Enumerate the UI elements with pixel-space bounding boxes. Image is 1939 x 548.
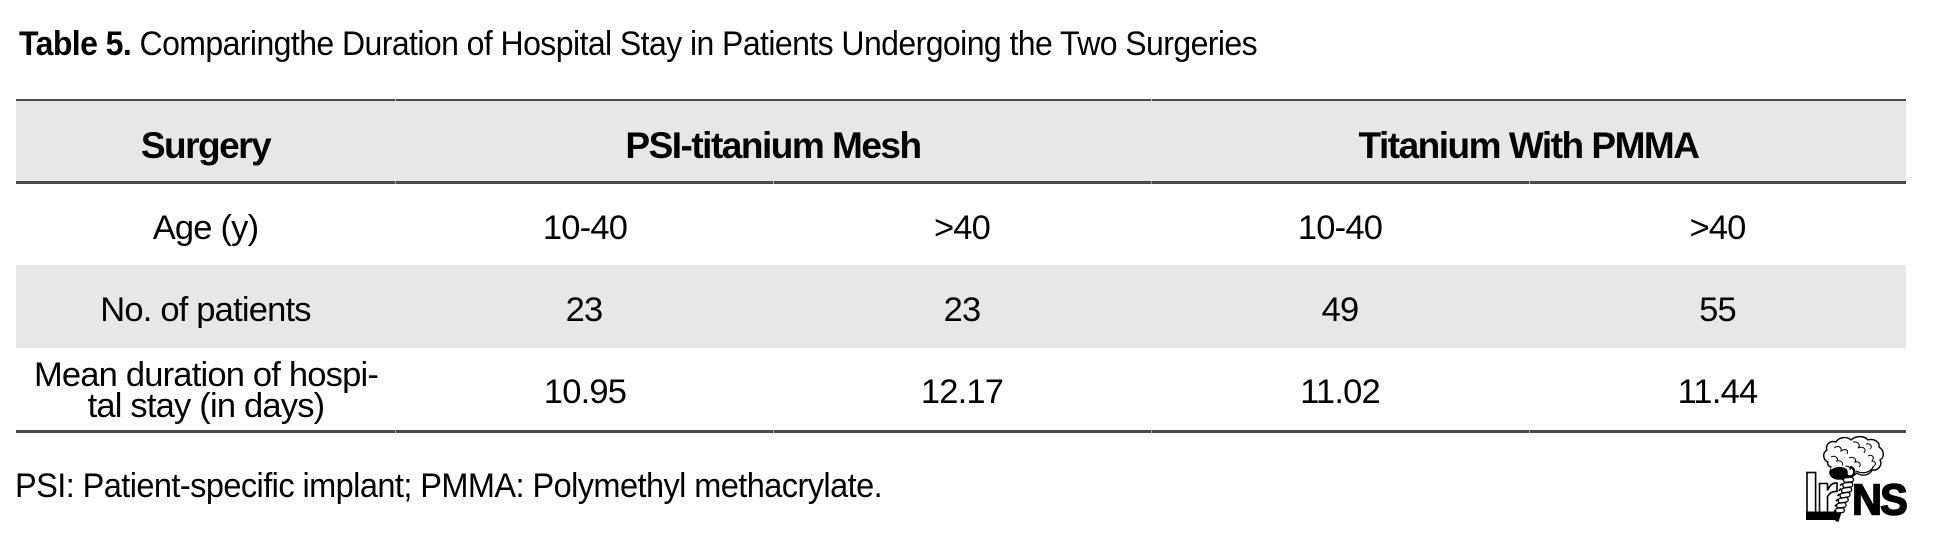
svg-text:NS: NS (1852, 476, 1907, 525)
